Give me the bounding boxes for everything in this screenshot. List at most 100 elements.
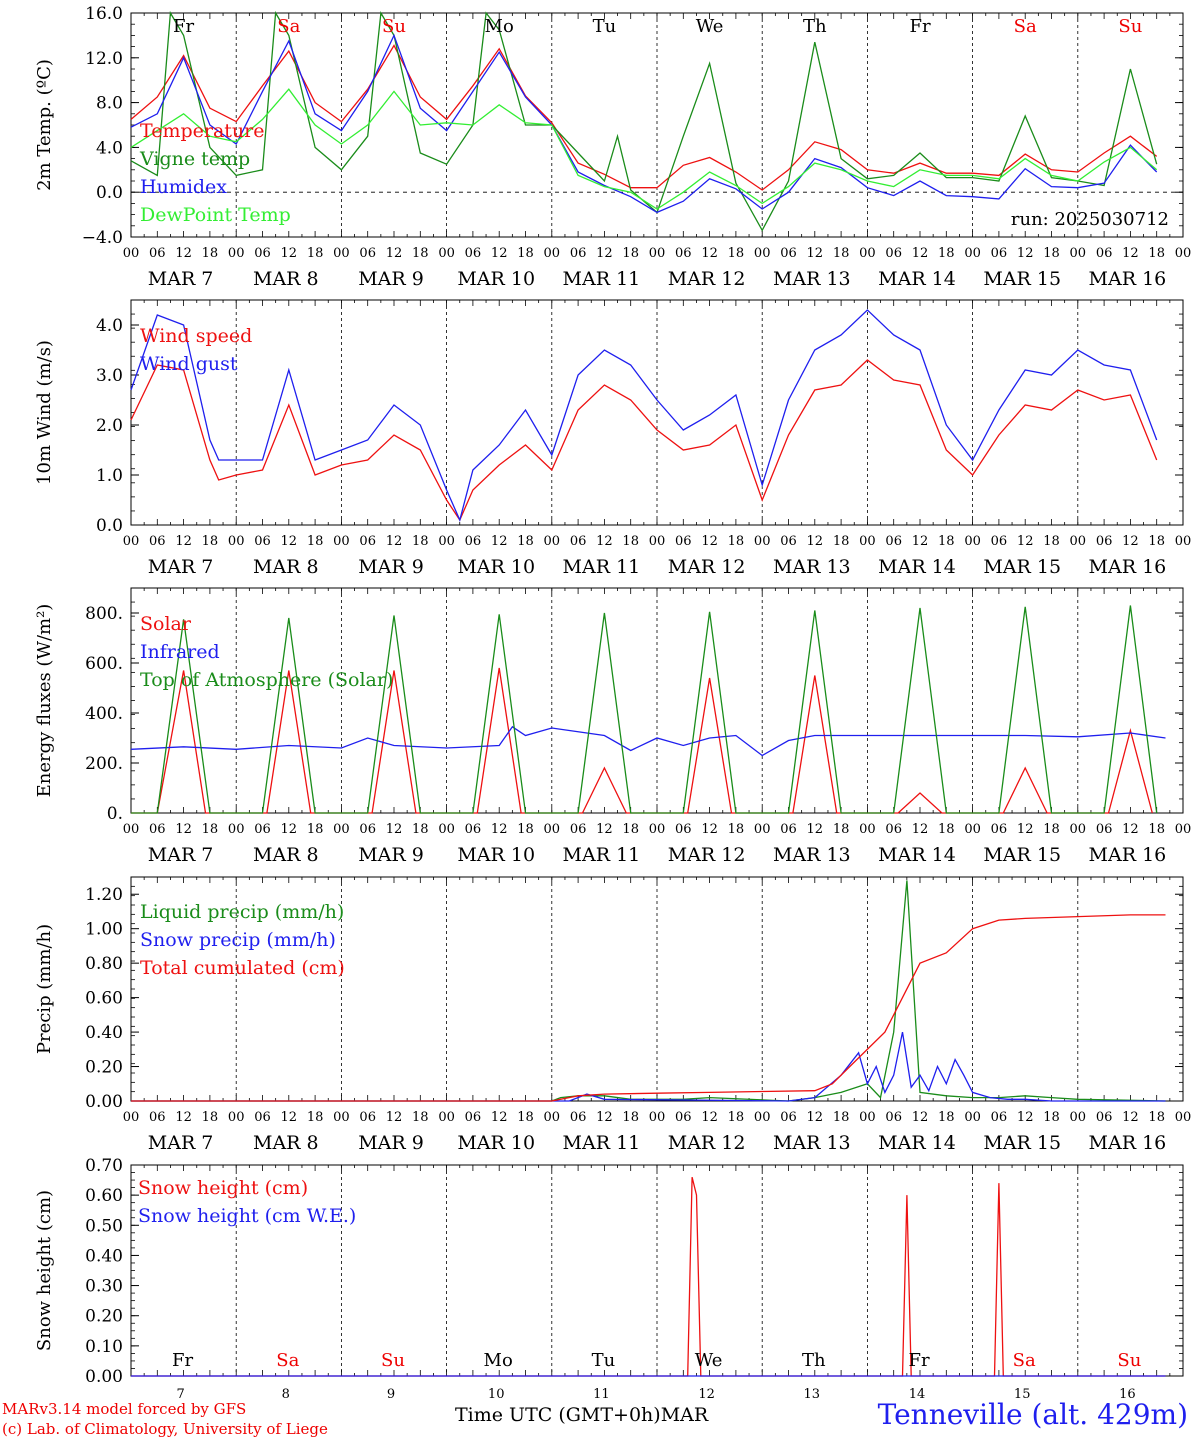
hour-tick-label: 00	[438, 246, 455, 261]
date-label: MAR 10	[457, 1132, 535, 1154]
date-label: MAR 15	[983, 556, 1061, 578]
day-name-label: Su	[1118, 16, 1142, 37]
date-label: MAR 10	[457, 844, 535, 866]
hour-tick-label: 18	[938, 246, 955, 261]
date-label: MAR 9	[358, 556, 424, 578]
hour-tick-label: 12	[912, 1110, 929, 1125]
hour-tick-label: 18	[307, 1110, 324, 1125]
hour-tick-label: 18	[412, 246, 429, 261]
date-label: MAR 13	[773, 844, 851, 866]
hour-tick-label: 18	[517, 1110, 534, 1125]
hour-tick-label: 06	[1096, 822, 1113, 837]
hour-tick-label: 00	[123, 534, 140, 549]
hour-tick-label: 00	[859, 246, 876, 261]
hour-tick-label: 06	[991, 822, 1008, 837]
hour-tick-label: 12	[701, 822, 718, 837]
hour-tick-label: 06	[570, 822, 587, 837]
hour-tick-label: 06	[991, 246, 1008, 261]
hour-tick-label: 06	[780, 246, 797, 261]
day-name-label: Th	[803, 16, 827, 37]
date-label: MAR 7	[148, 268, 214, 290]
y-tick-label: 0.60	[85, 1186, 123, 1206]
hour-tick-label: 00	[964, 534, 981, 549]
series-line-snow-precip-mm-h-	[131, 1031, 1166, 1102]
hour-tick-label: 12	[701, 246, 718, 261]
legend-entry: Wind gust	[140, 353, 238, 375]
y-tick-label: 3.0	[96, 366, 123, 386]
date-label: MAR 10	[457, 556, 535, 578]
hour-tick-label: 00	[228, 1110, 245, 1125]
hour-tick-label: 18	[622, 246, 639, 261]
hour-tick-label: 12	[807, 822, 824, 837]
date-label: MAR 9	[358, 844, 424, 866]
hour-tick-label: 18	[1043, 534, 1060, 549]
hour-tick-label: 06	[1096, 534, 1113, 549]
hour-tick-label: 00	[1070, 822, 1087, 837]
day-name-label: Sa	[1014, 16, 1037, 37]
day-name-label: Tu	[592, 1350, 616, 1371]
date-label: MAR 15	[983, 844, 1061, 866]
y-axis-title: Energy fluxes (W/m²)	[34, 604, 55, 798]
hour-tick-label: 06	[885, 534, 902, 549]
hour-tick-label: 06	[991, 534, 1008, 549]
day-number-label: 15	[1014, 1387, 1031, 1402]
series-line-humidex	[130, 33, 1158, 214]
hour-tick-label: 06	[885, 1110, 902, 1125]
date-label: MAR 8	[253, 556, 319, 578]
hour-tick-label: 12	[491, 534, 508, 549]
y-axis-title: Precip (mm/h)	[34, 924, 55, 1054]
hour-tick-label: 18	[622, 534, 639, 549]
legend-entry: Snow height (cm W.E.)	[138, 1205, 356, 1227]
series-line-wind-speed	[130, 359, 1158, 522]
hour-tick-label: 06	[149, 822, 166, 837]
hour-tick-label: 18	[622, 822, 639, 837]
legend-entry: Wind speed	[140, 325, 252, 347]
hour-tick-label: 18	[1043, 1110, 1060, 1125]
y-tick-label: 0.0	[96, 516, 123, 536]
model-credit: MARv3.14 model forced by GFS	[2, 1400, 247, 1418]
hour-tick-label: 00	[333, 1110, 350, 1125]
legend-entry: Vigne temp	[139, 148, 250, 170]
hour-tick-label: 18	[833, 1110, 850, 1125]
hour-tick-label: 06	[465, 822, 482, 837]
hour-tick-label: 18	[412, 1110, 429, 1125]
hour-tick-label: 18	[517, 246, 534, 261]
day-name-label: Fr	[173, 16, 194, 37]
legend-entry: Snow precip (mm/h)	[140, 929, 336, 951]
hour-tick-label: 06	[359, 822, 376, 837]
hour-tick-label: 06	[254, 246, 271, 261]
day-number-label: 12	[698, 1387, 715, 1402]
panel-wind: 4.0 3.0 2.0 1.0 0.0 10m Wind (m/s) Wind speed W…	[34, 299, 1191, 578]
y-tick-label: 1.0	[96, 466, 123, 486]
series-line-wind-gust	[130, 309, 1158, 522]
y-tick-label: 0.40	[85, 1246, 123, 1266]
hour-tick-label: 00	[438, 822, 455, 837]
hour-tick-label: 00	[438, 534, 455, 549]
hour-tick-label: 12	[1017, 246, 1034, 261]
date-label: MAR 11	[563, 556, 641, 578]
hour-tick-label: 00	[1175, 1110, 1192, 1125]
hour-tick-label: 18	[938, 822, 955, 837]
date-label: MAR 11	[563, 844, 641, 866]
hour-tick-label: 00	[1175, 246, 1192, 261]
date-label: MAR 16	[1089, 268, 1167, 290]
hour-tick-label: 12	[807, 246, 824, 261]
hour-tick-label: 06	[465, 1110, 482, 1125]
day-name-label: We	[696, 16, 724, 37]
day-number-label: 10	[488, 1387, 505, 1402]
hour-tick-label: 00	[438, 1110, 455, 1125]
hour-tick-label: 12	[1122, 534, 1139, 549]
date-label: MAR 14	[878, 268, 956, 290]
hour-tick-label: 18	[728, 246, 745, 261]
date-label: MAR 8	[253, 1132, 319, 1154]
day-name-label: Sa	[277, 16, 300, 37]
panel-snow: 0.70 0.60 0.50 0.40 0.30 0.20 0.10 0.00 Snow hei…	[34, 1156, 1184, 1402]
hour-tick-label: 00	[228, 534, 245, 549]
day-name-label: Mo	[485, 16, 514, 37]
hour-tick-label: 06	[465, 534, 482, 549]
date-label: MAR 16	[1089, 1132, 1167, 1154]
y-tick-label: 16.0	[85, 4, 123, 24]
hour-tick-label: 06	[570, 246, 587, 261]
y-tick-label: 0.80	[85, 954, 123, 974]
day-number-label: 9	[387, 1387, 395, 1402]
